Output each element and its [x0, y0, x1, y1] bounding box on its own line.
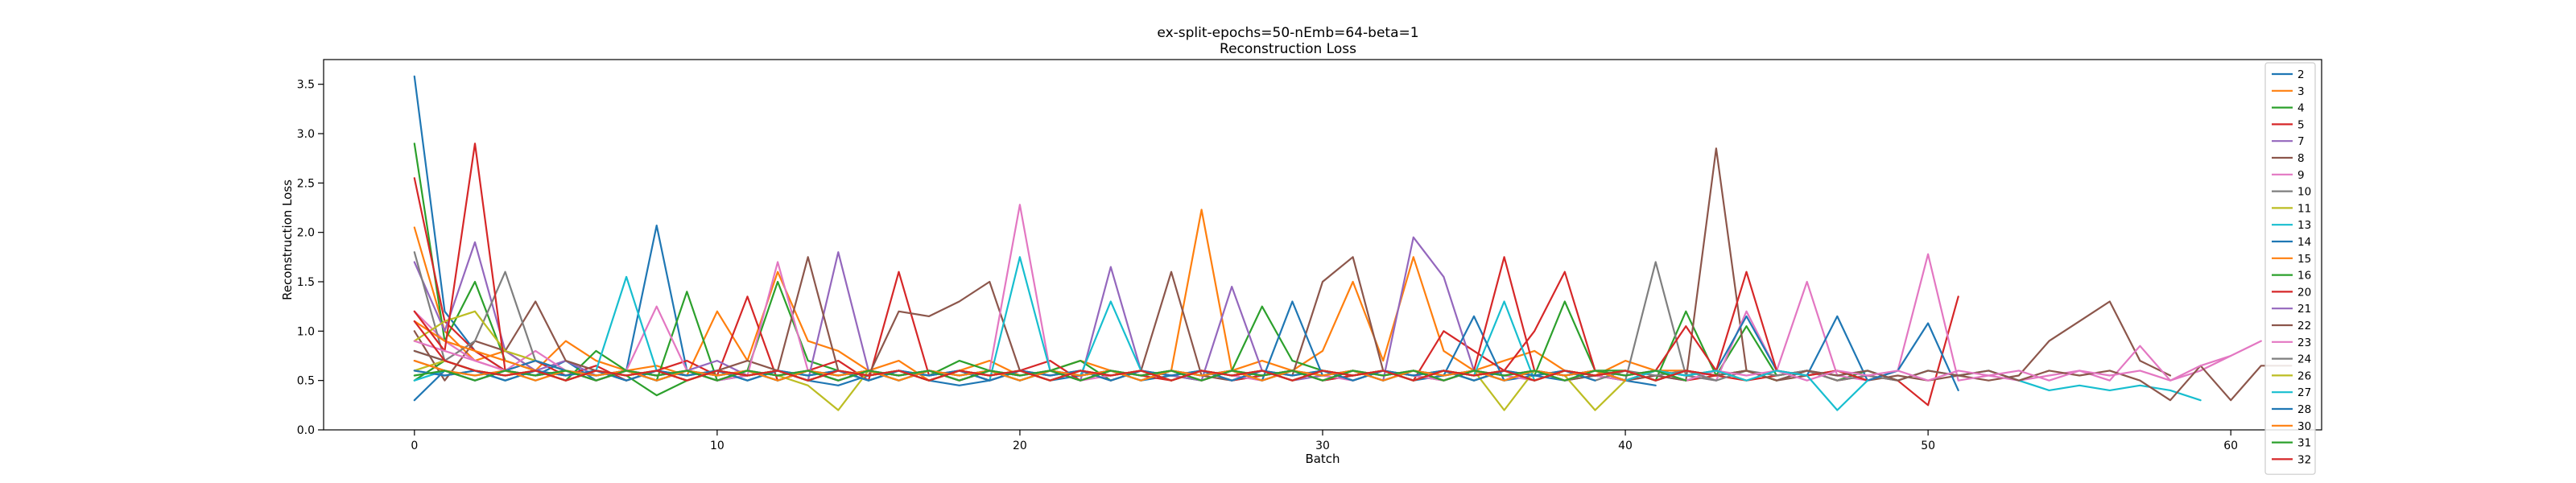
- x-tick-label: 0: [411, 440, 418, 452]
- legend: 2345789101113141516202122232426272830313…: [2264, 62, 2316, 475]
- chart-title: ex-split-epochs=50-nEmb=64-beta=1: [1157, 25, 1418, 41]
- legend-label-20: 20: [2297, 286, 2311, 299]
- x-tick-label: 20: [1013, 440, 1027, 452]
- legend-label-23: 23: [2297, 336, 2311, 349]
- legend-label-31: 31: [2297, 437, 2311, 450]
- y-tick-label: 2.0: [297, 227, 315, 240]
- legend-label-24: 24: [2297, 353, 2311, 366]
- legend-label-5: 5: [2297, 118, 2305, 131]
- legend-label-26: 26: [2297, 369, 2311, 382]
- series-line-32: [413, 320, 1717, 382]
- legend-label-30: 30: [2297, 420, 2311, 433]
- legend-label-27: 27: [2297, 386, 2311, 399]
- legend-label-28: 28: [2297, 403, 2311, 416]
- y-tick-label: 1.0: [297, 325, 315, 338]
- legend-label-3: 3: [2297, 85, 2305, 98]
- x-tick-label: 40: [1618, 440, 1633, 452]
- legend-label-11: 11: [2297, 202, 2311, 215]
- legend-label-7: 7: [2297, 135, 2305, 148]
- legend-label-8: 8: [2297, 152, 2305, 165]
- legend-label-4: 4: [2297, 102, 2305, 115]
- legend-label-16: 16: [2297, 270, 2311, 283]
- series-line-31: [413, 369, 1687, 382]
- y-tick-label: 2.5: [297, 177, 315, 190]
- y-tick-label: 0.0: [297, 424, 315, 437]
- y-axis-label: Reconstruction Loss: [280, 180, 295, 300]
- x-tick-label: 30: [1315, 440, 1330, 452]
- y-tick-label: 1.5: [297, 276, 315, 289]
- legend-label-21: 21: [2297, 303, 2311, 316]
- x-tick-label: 60: [2223, 440, 2238, 452]
- legend-label-9: 9: [2297, 169, 2305, 182]
- x-axis-label: Batch: [1305, 452, 1340, 466]
- y-tick-label: 3.5: [297, 79, 315, 92]
- x-axis: 0 10 20 30 40 50 60: [411, 430, 2238, 452]
- legend-label-14: 14: [2297, 236, 2311, 249]
- chart-subtitle: Reconstruction Loss: [1220, 41, 1356, 57]
- legend-label-10: 10: [2297, 186, 2311, 199]
- x-tick-label: 50: [1921, 440, 1935, 452]
- series-layer: [413, 75, 2293, 411]
- y-axis: 0.0 0.5 1.0 1.5 2.0 2.5 3.0 3.5: [297, 79, 324, 437]
- x-tick-label: 10: [710, 440, 724, 452]
- legend-label-13: 13: [2297, 219, 2311, 232]
- legend-label-2: 2: [2297, 68, 2305, 81]
- series-line-30: [413, 360, 1627, 382]
- legend-label-32: 32: [2297, 453, 2311, 466]
- y-tick-label: 3.0: [297, 128, 315, 141]
- legend-label-15: 15: [2297, 253, 2311, 266]
- y-tick-label: 0.5: [297, 375, 315, 388]
- legend-frame: [2264, 62, 2316, 475]
- legend-label-22: 22: [2297, 320, 2311, 332]
